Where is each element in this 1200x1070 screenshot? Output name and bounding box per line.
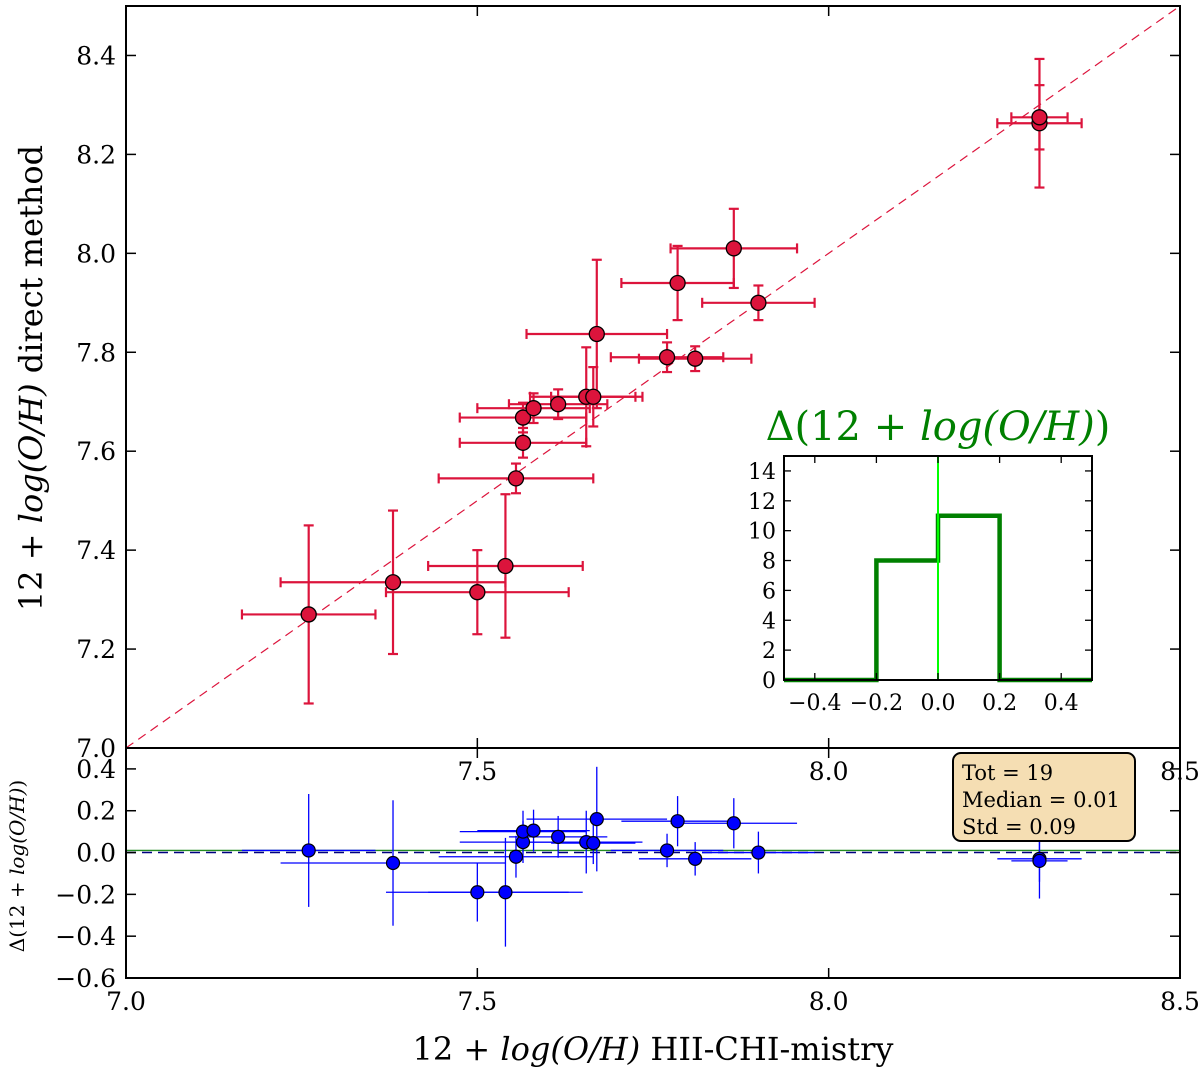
inset-ytick-label-4: 8 <box>762 550 776 575</box>
residual-point-7 <box>526 823 541 838</box>
main-y-axis-label: 12 + log(O/H) direct method <box>12 145 50 611</box>
main-panel: 7.07.27.47.67.88.08.28.47.5 8.0 8.5 12 + l… <box>12 5 1200 786</box>
x-axis-label: 12 + log(O/H) HII-CHI-mistry <box>413 1030 894 1068</box>
main-point-12 <box>658 349 676 366</box>
inset-ytick-label-0: 0 <box>762 669 776 694</box>
stats-median: Median = 0.01 <box>962 788 1120 812</box>
inset-ticks: 0 2 4 6 8 10 12 14 −0.4 −0.2 0.0 0.2 0.4 <box>748 456 1092 716</box>
inset-histogram: 0 2 4 6 8 10 12 14 −0.4 −0.2 0.0 0.2 0.4 Δ(12 + log(… <box>748 404 1110 716</box>
main-xtick-label-0: 7.5 <box>457 757 497 786</box>
residual-point-14 <box>688 851 703 866</box>
main-point-6 <box>514 409 532 426</box>
inset-ytick-label-5: 10 <box>748 520 776 545</box>
main-point-0 <box>300 606 317 623</box>
main-ytick-label-5: 8.0 <box>76 239 116 268</box>
main-ytick-label-1: 7.2 <box>76 635 116 664</box>
main-point-4 <box>507 470 525 487</box>
inset-ytick-label-7: 14 <box>748 460 776 485</box>
main-point-15 <box>725 240 742 257</box>
residual-plot-frame <box>125 747 1181 979</box>
residual-ytick-label-0: −0.6 <box>55 964 116 993</box>
main-point-16 <box>750 294 767 311</box>
residual-point-16 <box>751 845 766 860</box>
main-point-1 <box>384 574 402 591</box>
residual-ytick-label-1: −0.4 <box>55 922 116 951</box>
main-ytick-label-7: 8.4 <box>76 41 116 70</box>
residual-point-1 <box>385 855 401 871</box>
residual-xtick-label-0: 7.0 <box>106 987 146 1016</box>
main-ytick-label-6: 8.2 <box>76 140 116 169</box>
main-point-10 <box>585 388 602 405</box>
main-ytick-label-3: 7.6 <box>76 437 116 466</box>
residual-point-4 <box>508 849 524 864</box>
residual-point-18 <box>1032 853 1047 869</box>
main-point-5 <box>514 434 532 451</box>
residual-points <box>301 811 1047 900</box>
residual-ticks: −0.6 −0.4 −0.2 0.0 0.2 0.4 7.0 7.5 8.0 8.5 <box>55 748 1200 1016</box>
residual-xtick-label-1: 7.5 <box>457 987 497 1016</box>
residual-point-3 <box>498 885 513 900</box>
main-points <box>300 109 1048 623</box>
main-ytick-label-2: 7.4 <box>76 536 116 565</box>
residual-y-axis-label: Δ(12 + log(O/H)) <box>5 780 29 952</box>
inset-ytick-label-3: 6 <box>762 579 776 604</box>
main-point-13 <box>669 274 686 292</box>
residual-point-11 <box>589 811 604 827</box>
residual-point-2 <box>470 885 485 900</box>
inset-xtick-label-2: 0.0 <box>921 691 956 716</box>
stats-total: Tot = 19 <box>962 761 1054 785</box>
main-xtick-label-1: 8.0 <box>809 757 849 786</box>
inset-ytick-label-2: 4 <box>762 609 776 634</box>
residual-xtick-label-3: 8.5 <box>1160 987 1200 1016</box>
inset-xtick-label-4: 0.4 <box>1044 691 1079 716</box>
residual-point-0 <box>301 843 316 858</box>
residual-xtick-label-2: 8.0 <box>809 987 849 1016</box>
residual-point-15 <box>726 816 741 831</box>
main-ytick-label-0: 7.0 <box>76 734 116 763</box>
main-point-8 <box>549 396 567 413</box>
inset-xtick-label-0: −0.4 <box>788 691 841 716</box>
inset-title: Δ(12 + log(O/H)) <box>766 404 1111 450</box>
main-point-11 <box>588 325 605 343</box>
residual-point-13 <box>670 814 685 829</box>
residual-panel: −0.6 −0.4 −0.2 0.0 0.2 0.4 7.0 7.5 8.0 8.5 Δ(12 +… <box>5 747 1200 1068</box>
main-point-7 <box>525 400 542 417</box>
residual-point-8 <box>551 829 566 844</box>
stats-std: Std = 0.09 <box>962 815 1076 839</box>
residual-ytick-label-4: 0.2 <box>76 797 116 826</box>
residual-ytick-label-5: 0.4 <box>76 755 116 784</box>
inset-xtick-label-3: 0.2 <box>982 691 1017 716</box>
main-point-18 <box>1031 109 1048 126</box>
inset-ytick-label-1: 2 <box>762 639 776 664</box>
main-ytick-label-4: 7.8 <box>76 338 116 367</box>
main-point-14 <box>687 350 704 367</box>
residual-point-10 <box>586 836 601 851</box>
residual-ytick-label-3: 0.0 <box>76 839 116 868</box>
main-point-2 <box>469 584 486 601</box>
residual-point-12 <box>659 843 675 858</box>
inset-ytick-label-6: 12 <box>748 490 776 515</box>
main-ticks: 7.07.27.47.67.88.08.28.47.5 8.0 8.5 <box>76 6 1200 786</box>
main-point-3 <box>497 557 514 575</box>
stats-box: Tot = 19 Median = 0.01 Std = 0.09 <box>952 752 1136 842</box>
identity-line <box>125 5 1181 749</box>
inset-xtick-label-1: −0.2 <box>850 691 903 716</box>
residual-ytick-label-2: −0.2 <box>55 880 116 909</box>
